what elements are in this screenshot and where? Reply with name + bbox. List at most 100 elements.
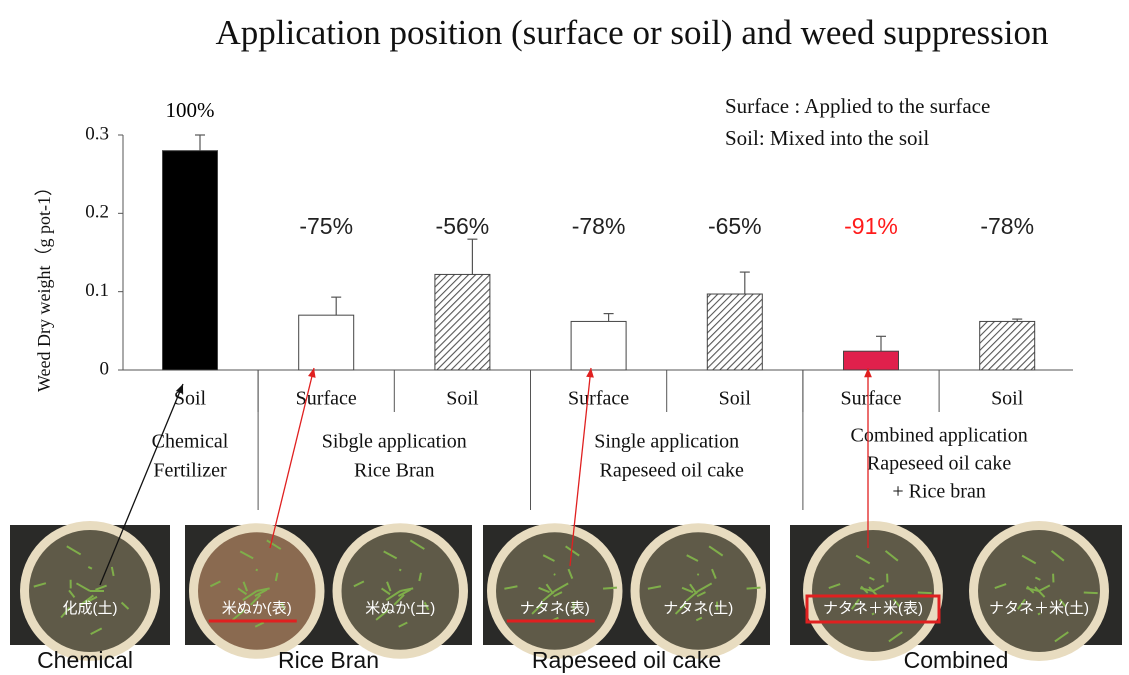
grass <box>1054 631 1069 643</box>
grass <box>647 585 662 590</box>
x-tick-label: Surface <box>840 388 901 410</box>
group-label: Single application <box>594 431 739 453</box>
grass <box>1034 586 1046 598</box>
photo-label: 米ぬか(土) <box>365 600 435 617</box>
grass <box>681 586 694 594</box>
grass <box>418 572 422 582</box>
percent-label: -75% <box>299 213 353 239</box>
arrow-head <box>864 368 872 378</box>
grass <box>400 587 414 592</box>
grass <box>1026 585 1035 594</box>
grass <box>68 589 76 599</box>
bar <box>706 293 763 371</box>
bar <box>434 273 491 371</box>
group-label: + Rice bran <box>892 481 985 503</box>
photo-caption: Rice Bran <box>278 647 379 673</box>
grass <box>231 609 246 621</box>
grass <box>504 585 518 590</box>
photo-caption: Combined <box>904 647 1009 673</box>
grass <box>1083 591 1098 595</box>
x-tick-label: Soil <box>719 388 752 410</box>
x-tick-label: Surface <box>296 388 357 410</box>
grass <box>1034 576 1041 581</box>
grass <box>280 601 286 611</box>
arrow-head <box>308 368 316 378</box>
grass <box>697 582 713 592</box>
grass <box>1050 550 1065 562</box>
grass <box>33 582 47 588</box>
grass <box>567 568 574 579</box>
grass <box>746 586 761 590</box>
grass <box>110 566 115 577</box>
grass <box>79 594 95 606</box>
grass <box>538 586 550 594</box>
grass <box>423 601 430 611</box>
grass <box>565 545 580 557</box>
group-label: Combined application <box>851 425 1028 447</box>
grass <box>95 584 107 591</box>
grass <box>850 598 860 610</box>
percent-label: 100% <box>166 98 215 122</box>
percent-label: -78% <box>980 213 1034 239</box>
grass <box>237 587 248 596</box>
photo-label: 化成(土) <box>63 600 118 617</box>
grass <box>553 591 563 598</box>
grass <box>256 587 270 592</box>
y-tick-label: 0.3 <box>85 123 109 144</box>
grass <box>254 588 268 597</box>
grass <box>397 588 411 597</box>
grass <box>398 621 408 628</box>
grass <box>242 590 258 601</box>
grass <box>711 568 717 579</box>
grass <box>828 583 841 590</box>
grass <box>994 583 1007 590</box>
group-label: Rapeseed oil cake <box>867 453 1011 475</box>
percent-label: -78% <box>572 213 626 239</box>
grass <box>274 572 279 582</box>
percent-label: -65% <box>708 213 762 239</box>
group-label: Chemical <box>152 431 229 453</box>
bar <box>979 320 1036 371</box>
grass <box>855 554 871 565</box>
percent-label: -91% <box>844 213 898 239</box>
grass <box>266 539 282 550</box>
photo: ナタネ(表) ナタネ(土) <box>483 523 770 659</box>
grass <box>239 550 254 560</box>
photo-label: ナタネ＋米(土) <box>989 600 1089 617</box>
arrow <box>99 383 184 586</box>
grass <box>242 581 248 592</box>
bar <box>843 350 899 371</box>
photo-caption: Chemical <box>37 647 133 673</box>
grass <box>888 631 903 643</box>
photo-label: ナタネ(土) <box>663 600 733 617</box>
photo-label: 米ぬか(表) <box>222 600 292 617</box>
grass <box>696 591 706 598</box>
grass <box>1016 598 1026 610</box>
grass <box>209 580 221 588</box>
note: Soil: Mixed into the soil <box>725 126 929 150</box>
grass <box>383 550 398 560</box>
grass <box>87 566 93 570</box>
grass <box>353 580 365 588</box>
grass <box>385 590 401 601</box>
grass <box>884 550 899 562</box>
arrow <box>269 367 315 549</box>
grass <box>254 621 265 628</box>
grass <box>542 590 556 602</box>
bar <box>570 320 627 371</box>
x-tick-label: Soil <box>991 388 1024 410</box>
grass <box>696 573 700 576</box>
grass <box>1038 584 1051 592</box>
grass <box>393 594 405 606</box>
grass <box>674 603 687 615</box>
percent-label: -56% <box>436 213 490 239</box>
y-tick-label: 0 <box>100 358 110 379</box>
grass <box>542 554 555 562</box>
grass <box>75 582 91 592</box>
grass <box>255 568 259 572</box>
grass <box>90 627 103 636</box>
group-label: Rice Bran <box>354 460 435 482</box>
group-label: Sibgle application <box>322 431 467 453</box>
bar <box>298 314 355 371</box>
